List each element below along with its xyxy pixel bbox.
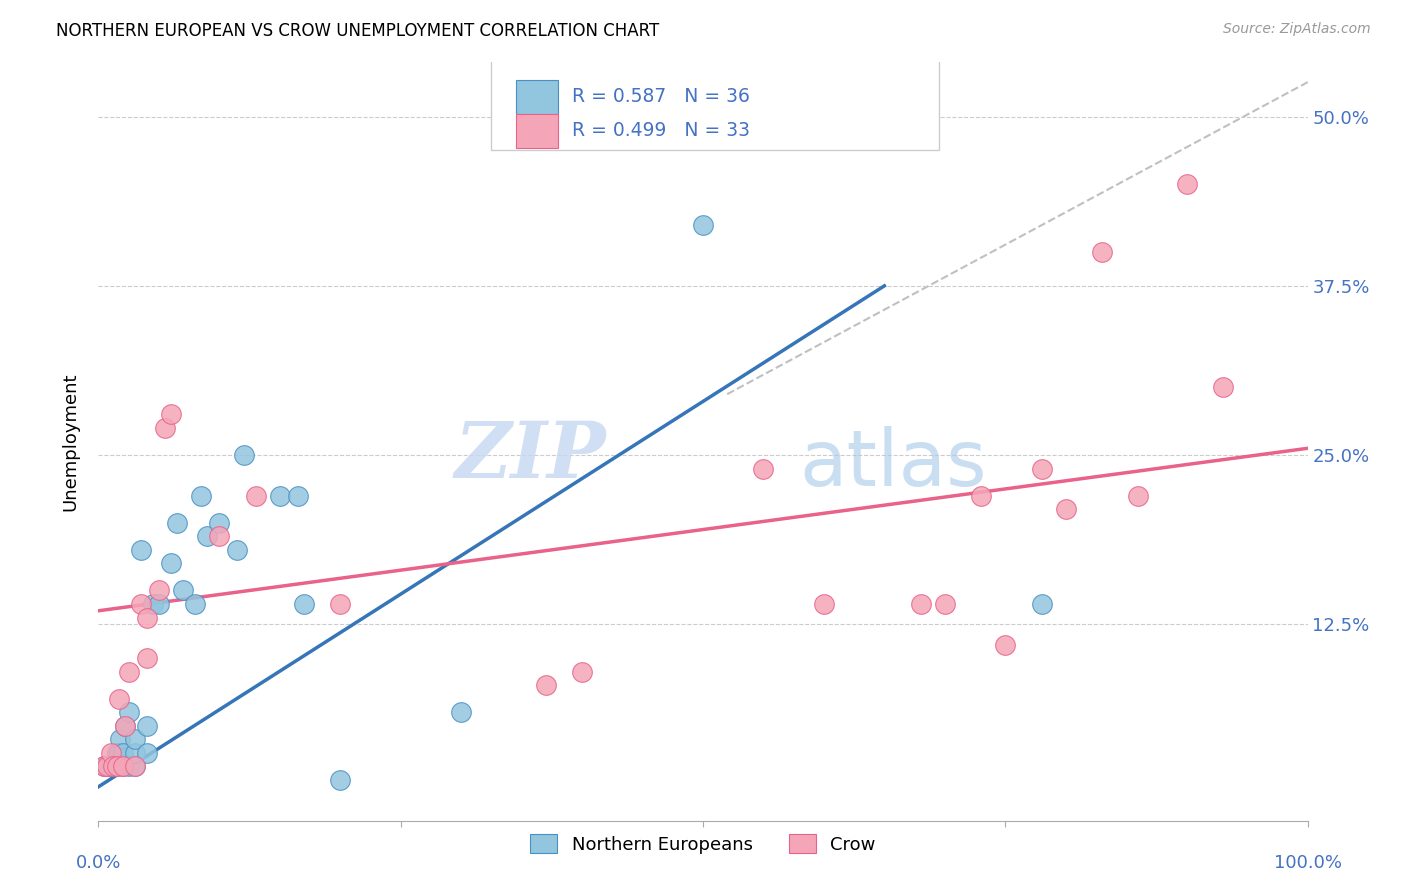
Point [114, 719, 136, 733]
Point [450, 706, 472, 720]
Point [1175, 178, 1198, 192]
Point [135, 746, 157, 760]
Point [813, 597, 835, 611]
Point [135, 610, 157, 624]
Point [292, 597, 315, 611]
Point [1128, 489, 1150, 503]
Point [148, 597, 170, 611]
Point [287, 489, 309, 503]
Text: NORTHERN EUROPEAN VS CROW UNEMPLOYMENT CORRELATION CHART: NORTHERN EUROPEAN VS CROW UNEMPLOYMENT C… [56, 22, 659, 40]
Point [111, 759, 134, 773]
Point [692, 218, 714, 232]
Point [97, 759, 120, 773]
Point [232, 448, 254, 462]
Point [111, 759, 134, 773]
Legend: Northern Europeans, Crow: Northern Europeans, Crow [523, 827, 883, 861]
Point [1212, 380, 1234, 394]
Point [100, 759, 122, 773]
Point [108, 746, 131, 760]
Point [124, 732, 146, 747]
Point [129, 597, 152, 611]
Point [1054, 502, 1077, 516]
Point [118, 665, 141, 679]
Point [1031, 461, 1053, 475]
Text: 100.0%: 100.0% [1274, 855, 1341, 872]
Point [100, 746, 122, 760]
Point [910, 597, 932, 611]
Point [245, 489, 267, 503]
Point [105, 759, 128, 773]
Y-axis label: Unemployment: Unemployment [62, 372, 80, 511]
Point [124, 759, 146, 773]
Point [93, 759, 115, 773]
Point [1091, 244, 1114, 259]
Point [166, 516, 188, 530]
Text: R = 0.587   N = 36: R = 0.587 N = 36 [572, 87, 751, 106]
Point [124, 759, 146, 773]
Point [934, 597, 956, 611]
Point [101, 759, 124, 773]
Point [184, 597, 207, 611]
Point [752, 461, 775, 475]
Text: 0.0%: 0.0% [76, 855, 121, 872]
Point [105, 746, 128, 760]
Point [269, 489, 291, 503]
FancyBboxPatch shape [516, 80, 558, 114]
Point [970, 489, 993, 503]
Point [160, 557, 183, 571]
Point [329, 597, 352, 611]
Point [135, 651, 157, 665]
Point [118, 706, 141, 720]
Point [114, 719, 136, 733]
Point [534, 678, 557, 692]
Point [148, 583, 170, 598]
Point [153, 421, 176, 435]
Point [135, 719, 157, 733]
Text: ZIP: ZIP [454, 418, 606, 495]
Point [96, 759, 118, 773]
Point [111, 746, 134, 760]
Point [208, 516, 231, 530]
Point [108, 691, 131, 706]
Point [571, 665, 593, 679]
Point [1031, 597, 1053, 611]
Point [124, 746, 146, 760]
Point [195, 529, 218, 543]
Point [172, 583, 194, 598]
Point [190, 489, 212, 503]
Point [226, 542, 249, 557]
Point [329, 772, 352, 787]
Point [129, 542, 152, 557]
Text: Source: ZipAtlas.com: Source: ZipAtlas.com [1223, 22, 1371, 37]
Point [994, 638, 1017, 652]
Point [93, 759, 115, 773]
Point [105, 759, 128, 773]
Text: R = 0.499   N = 33: R = 0.499 N = 33 [572, 121, 751, 140]
Text: atlas: atlas [800, 426, 987, 502]
FancyBboxPatch shape [516, 114, 558, 148]
Point [160, 408, 183, 422]
FancyBboxPatch shape [492, 47, 939, 150]
Point [118, 759, 141, 773]
Point [142, 597, 165, 611]
Point [208, 529, 231, 543]
Point [108, 732, 131, 747]
